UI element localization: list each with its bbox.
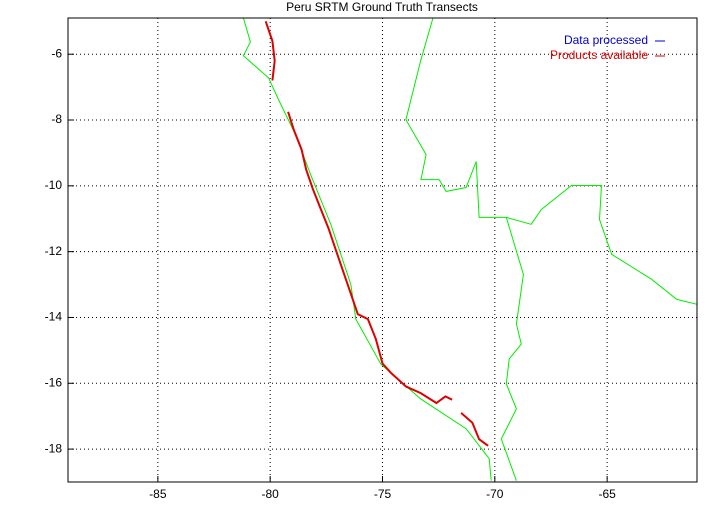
series-line (264, 20, 276, 81)
x-tick-label: -80 (262, 487, 280, 501)
legend-label: Products available (550, 48, 648, 62)
y-tick-label: -18 (45, 441, 63, 455)
series-line (287, 111, 453, 405)
plot-frame (67, 17, 698, 483)
x-tick-label: -65 (598, 487, 616, 501)
x-tick-label: -85 (149, 487, 167, 501)
outline (506, 185, 698, 305)
legend-label: Data processed (564, 33, 648, 47)
y-tick-label: -16 (45, 375, 63, 389)
y-tick-label: -14 (45, 310, 63, 324)
y-tick-label: -12 (45, 244, 63, 258)
y-tick-label: -6 (51, 46, 62, 60)
y-tick-label: -10 (45, 178, 63, 192)
x-tick-label: -70 (486, 487, 504, 501)
y-tick-label: -8 (51, 112, 62, 126)
chart-title: Peru SRTM Ground Truth Transects (286, 0, 478, 14)
outline (242, 17, 492, 481)
series-line (460, 412, 489, 447)
outline (405, 17, 524, 481)
x-tick-label: -75 (374, 487, 392, 501)
